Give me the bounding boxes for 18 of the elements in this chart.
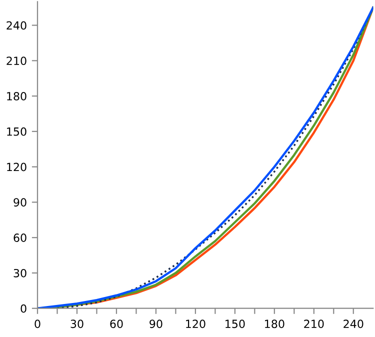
y-tick-label: 30 — [14, 268, 26, 278]
x-tick-label: 90 — [150, 320, 162, 328]
y-tick-label: 60 — [14, 234, 26, 242]
y-tick-label: 210 — [6, 56, 26, 66]
y-tick-label: 240 — [6, 21, 26, 30]
x-tick-label: 60 — [110, 320, 123, 328]
y-tick-label: 0 — [20, 304, 26, 313]
y-tick-label: 90 — [14, 198, 26, 207]
x-tick-label: 0 — [34, 320, 40, 328]
x-tick-label: 210 — [304, 320, 324, 328]
x-tick-label: 150 — [226, 320, 245, 328]
y-tick-label: 120 — [7, 162, 26, 172]
x-tick-label: 240 — [344, 320, 364, 328]
x-tick-label: 30 — [70, 320, 84, 328]
x-tick-label: 120 — [186, 320, 206, 328]
y-tick-label: 180 — [7, 92, 26, 100]
x-tick-label: 180 — [265, 320, 284, 328]
y-tick-label: 150 — [7, 127, 26, 136]
